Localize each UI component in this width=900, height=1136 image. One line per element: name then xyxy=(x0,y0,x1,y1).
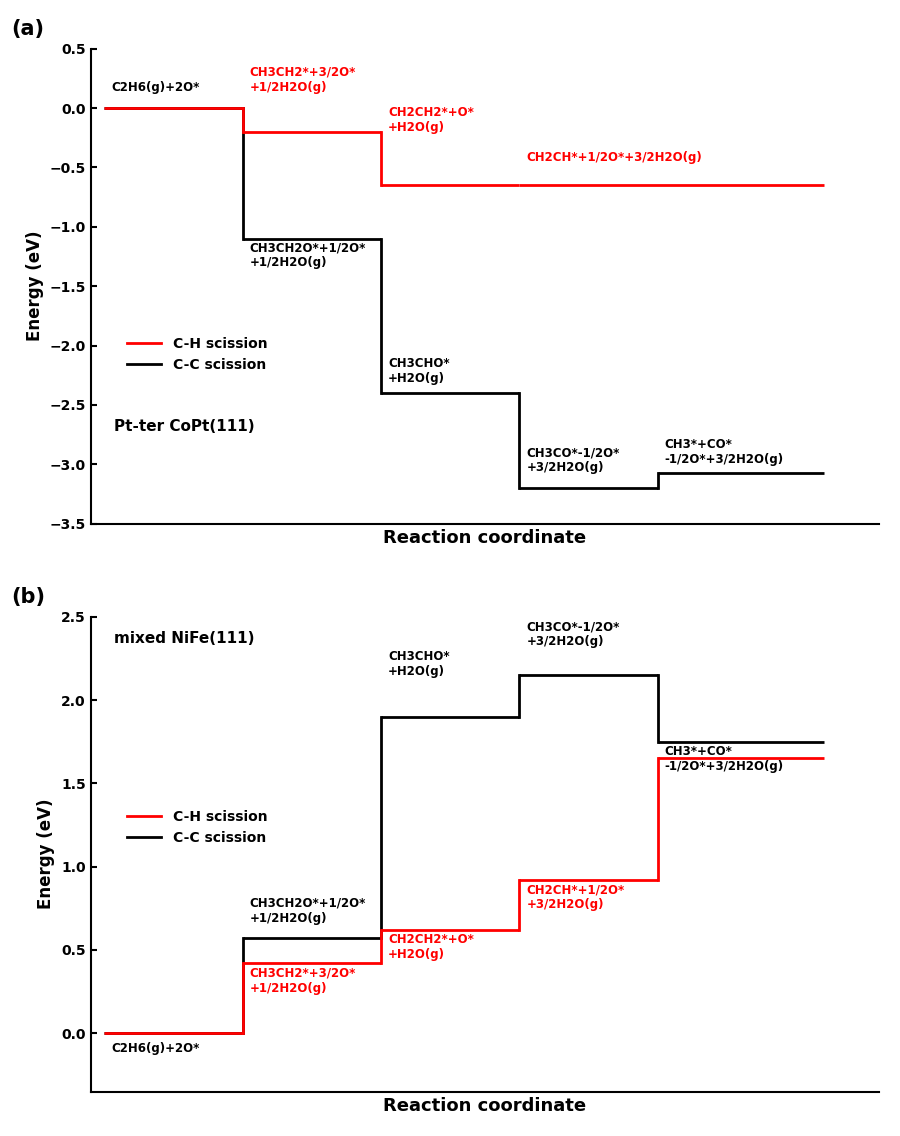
Text: CH3*+CO*
-1/2O*+3/2H2O(g): CH3*+CO* -1/2O*+3/2H2O(g) xyxy=(665,745,784,774)
Text: CH3CH2*+3/2O*
+1/2H2O(g): CH3CH2*+3/2O* +1/2H2O(g) xyxy=(249,66,356,94)
Text: CH3CO*-1/2O*
+3/2H2O(g): CH3CO*-1/2O* +3/2H2O(g) xyxy=(526,446,620,475)
Text: (a): (a) xyxy=(12,19,45,40)
Legend: C-H scission, C-C scission: C-H scission, C-C scission xyxy=(122,331,273,377)
Text: CH3CH2*+3/2O*
+1/2H2O(g): CH3CH2*+3/2O* +1/2H2O(g) xyxy=(249,967,356,995)
Y-axis label: Energy (eV): Energy (eV) xyxy=(26,231,44,342)
Text: CH2CH*+1/2O*+3/2H2O(g): CH2CH*+1/2O*+3/2H2O(g) xyxy=(526,151,702,164)
Text: C2H6(g)+2O*: C2H6(g)+2O* xyxy=(112,81,200,94)
Text: CH3CH2O*+1/2O*
+1/2H2O(g): CH3CH2O*+1/2O* +1/2H2O(g) xyxy=(249,896,366,925)
Legend: C-H scission, C-C scission: C-H scission, C-C scission xyxy=(122,804,273,850)
Text: CH3CO*-1/2O*
+3/2H2O(g): CH3CO*-1/2O* +3/2H2O(g) xyxy=(526,620,620,649)
Y-axis label: Energy (eV): Energy (eV) xyxy=(38,799,56,910)
Text: mixed NiFe(111): mixed NiFe(111) xyxy=(114,630,255,646)
Text: CH2CH2*+O*
+H2O(g): CH2CH2*+O* +H2O(g) xyxy=(388,107,474,134)
Text: CH2CH2*+O*
+H2O(g): CH2CH2*+O* +H2O(g) xyxy=(388,934,474,961)
Text: CH3*+CO*
-1/2O*+3/2H2O(g): CH3*+CO* -1/2O*+3/2H2O(g) xyxy=(665,438,784,466)
Text: CH3CHO*
+H2O(g): CH3CHO* +H2O(g) xyxy=(388,358,450,385)
X-axis label: Reaction coordinate: Reaction coordinate xyxy=(383,1097,587,1116)
Text: CH3CHO*
+H2O(g): CH3CHO* +H2O(g) xyxy=(388,651,450,678)
Text: CH3CH2O*+1/2O*
+1/2H2O(g): CH3CH2O*+1/2O* +1/2H2O(g) xyxy=(249,241,366,269)
Text: (b): (b) xyxy=(12,587,46,608)
Text: Pt-ter CoPt(111): Pt-ter CoPt(111) xyxy=(114,419,255,434)
Text: CH2CH*+1/2O*
+3/2H2O(g): CH2CH*+1/2O* +3/2H2O(g) xyxy=(526,884,625,911)
Text: C2H6(g)+2O*: C2H6(g)+2O* xyxy=(112,1042,200,1054)
X-axis label: Reaction coordinate: Reaction coordinate xyxy=(383,529,587,548)
